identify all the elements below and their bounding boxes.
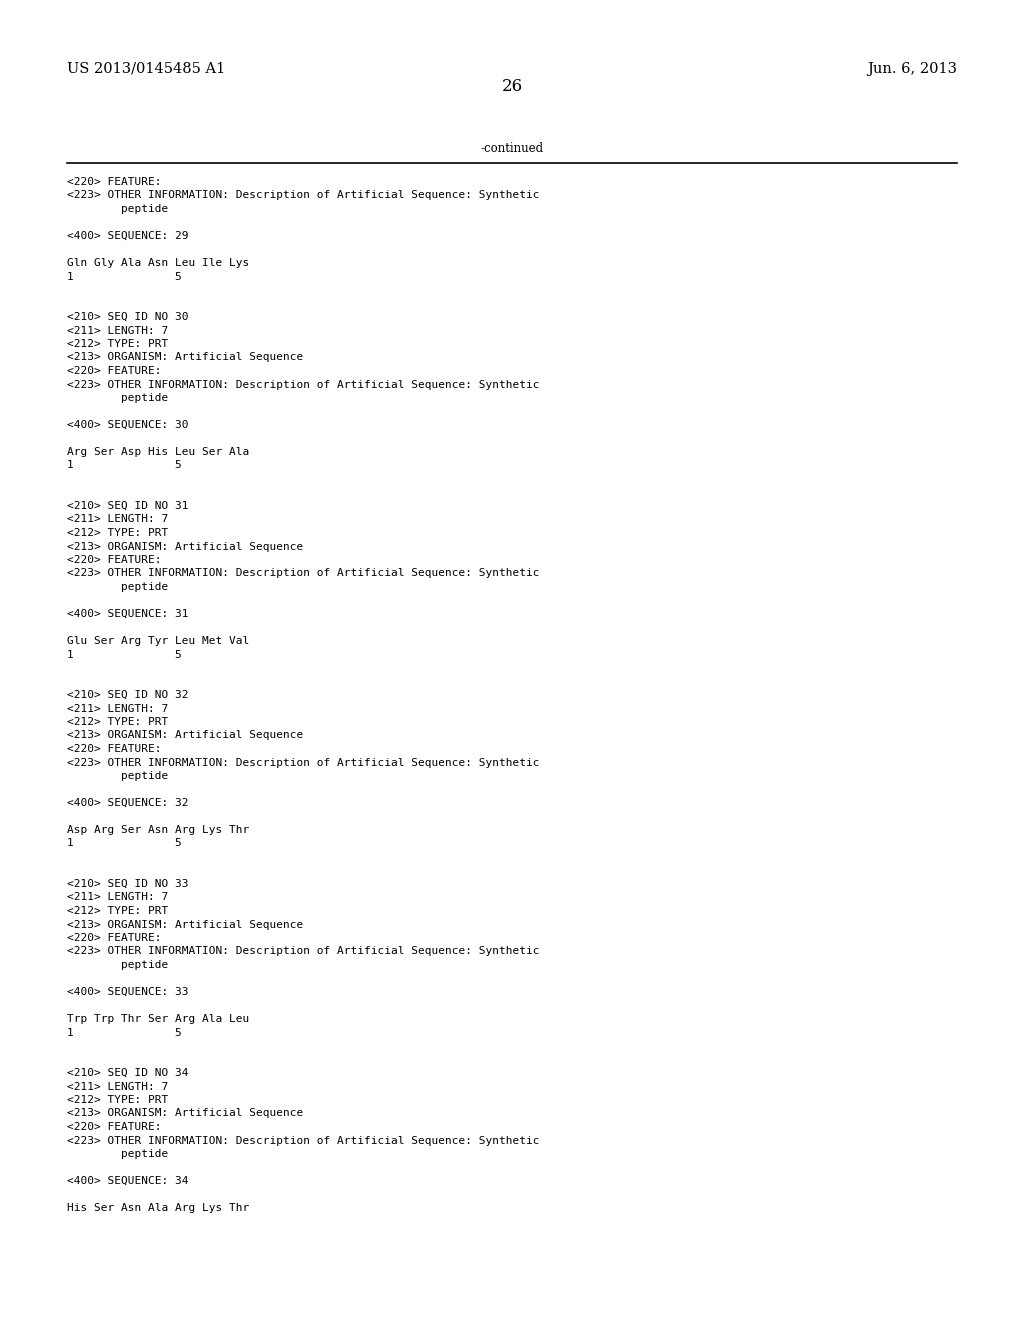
Text: <212> TYPE: PRT: <212> TYPE: PRT [67, 339, 168, 348]
Text: <223> OTHER INFORMATION: Description of Artificial Sequence: Synthetic: <223> OTHER INFORMATION: Description of … [67, 190, 540, 201]
Text: <220> FEATURE:: <220> FEATURE: [67, 1122, 162, 1133]
Text: <211> LENGTH: 7: <211> LENGTH: 7 [67, 1081, 168, 1092]
Text: peptide: peptide [67, 771, 168, 781]
Text: <210> SEQ ID NO 32: <210> SEQ ID NO 32 [67, 690, 188, 700]
Text: <223> OTHER INFORMATION: Description of Artificial Sequence: Synthetic: <223> OTHER INFORMATION: Description of … [67, 1135, 540, 1146]
Text: <213> ORGANISM: Artificial Sequence: <213> ORGANISM: Artificial Sequence [67, 920, 303, 929]
Text: <210> SEQ ID NO 33: <210> SEQ ID NO 33 [67, 879, 188, 888]
Text: <220> FEATURE:: <220> FEATURE: [67, 366, 162, 376]
Text: <223> OTHER INFORMATION: Description of Artificial Sequence: Synthetic: <223> OTHER INFORMATION: Description of … [67, 946, 540, 957]
Text: Trp Trp Thr Ser Arg Ala Leu: Trp Trp Thr Ser Arg Ala Leu [67, 1014, 249, 1024]
Text: <400> SEQUENCE: 29: <400> SEQUENCE: 29 [67, 231, 188, 242]
Text: peptide: peptide [67, 582, 168, 591]
Text: <210> SEQ ID NO 31: <210> SEQ ID NO 31 [67, 502, 188, 511]
Text: <400> SEQUENCE: 31: <400> SEQUENCE: 31 [67, 609, 188, 619]
Text: Gln Gly Ala Asn Leu Ile Lys: Gln Gly Ala Asn Leu Ile Lys [67, 257, 249, 268]
Text: <210> SEQ ID NO 30: <210> SEQ ID NO 30 [67, 312, 188, 322]
Text: peptide: peptide [67, 205, 168, 214]
Text: <213> ORGANISM: Artificial Sequence: <213> ORGANISM: Artificial Sequence [67, 352, 303, 363]
Text: 1               5: 1 5 [67, 1027, 181, 1038]
Text: <220> FEATURE:: <220> FEATURE: [67, 554, 162, 565]
Text: <212> TYPE: PRT: <212> TYPE: PRT [67, 1096, 168, 1105]
Text: <223> OTHER INFORMATION: Description of Artificial Sequence: Synthetic: <223> OTHER INFORMATION: Description of … [67, 380, 540, 389]
Text: <220> FEATURE:: <220> FEATURE: [67, 744, 162, 754]
Text: <400> SEQUENCE: 33: <400> SEQUENCE: 33 [67, 987, 188, 997]
Text: peptide: peptide [67, 1148, 168, 1159]
Text: <213> ORGANISM: Artificial Sequence: <213> ORGANISM: Artificial Sequence [67, 1109, 303, 1118]
Text: Asp Arg Ser Asn Arg Lys Thr: Asp Arg Ser Asn Arg Lys Thr [67, 825, 249, 836]
Text: His Ser Asn Ala Arg Lys Thr: His Ser Asn Ala Arg Lys Thr [67, 1203, 249, 1213]
Text: 26: 26 [502, 78, 522, 95]
Text: <211> LENGTH: 7: <211> LENGTH: 7 [67, 515, 168, 524]
Text: <211> LENGTH: 7: <211> LENGTH: 7 [67, 892, 168, 903]
Text: <400> SEQUENCE: 32: <400> SEQUENCE: 32 [67, 799, 188, 808]
Text: Arg Ser Asp His Leu Ser Ala: Arg Ser Asp His Leu Ser Ala [67, 447, 249, 457]
Text: <212> TYPE: PRT: <212> TYPE: PRT [67, 528, 168, 539]
Text: <211> LENGTH: 7: <211> LENGTH: 7 [67, 326, 168, 335]
Text: <213> ORGANISM: Artificial Sequence: <213> ORGANISM: Artificial Sequence [67, 541, 303, 552]
Text: <213> ORGANISM: Artificial Sequence: <213> ORGANISM: Artificial Sequence [67, 730, 303, 741]
Text: <210> SEQ ID NO 34: <210> SEQ ID NO 34 [67, 1068, 188, 1078]
Text: 1               5: 1 5 [67, 838, 181, 849]
Text: <220> FEATURE:: <220> FEATURE: [67, 177, 162, 187]
Text: Jun. 6, 2013: Jun. 6, 2013 [867, 62, 957, 77]
Text: <400> SEQUENCE: 34: <400> SEQUENCE: 34 [67, 1176, 188, 1185]
Text: US 2013/0145485 A1: US 2013/0145485 A1 [67, 62, 225, 77]
Text: peptide: peptide [67, 960, 168, 970]
Text: 1               5: 1 5 [67, 461, 181, 470]
Text: peptide: peptide [67, 393, 168, 403]
Text: -continued: -continued [480, 143, 544, 154]
Text: 1               5: 1 5 [67, 272, 181, 281]
Text: <212> TYPE: PRT: <212> TYPE: PRT [67, 717, 168, 727]
Text: Glu Ser Arg Tyr Leu Met Val: Glu Ser Arg Tyr Leu Met Val [67, 636, 249, 645]
Text: <211> LENGTH: 7: <211> LENGTH: 7 [67, 704, 168, 714]
Text: <212> TYPE: PRT: <212> TYPE: PRT [67, 906, 168, 916]
Text: <400> SEQUENCE: 30: <400> SEQUENCE: 30 [67, 420, 188, 430]
Text: 1               5: 1 5 [67, 649, 181, 660]
Text: <223> OTHER INFORMATION: Description of Artificial Sequence: Synthetic: <223> OTHER INFORMATION: Description of … [67, 569, 540, 578]
Text: <223> OTHER INFORMATION: Description of Artificial Sequence: Synthetic: <223> OTHER INFORMATION: Description of … [67, 758, 540, 767]
Text: <220> FEATURE:: <220> FEATURE: [67, 933, 162, 942]
